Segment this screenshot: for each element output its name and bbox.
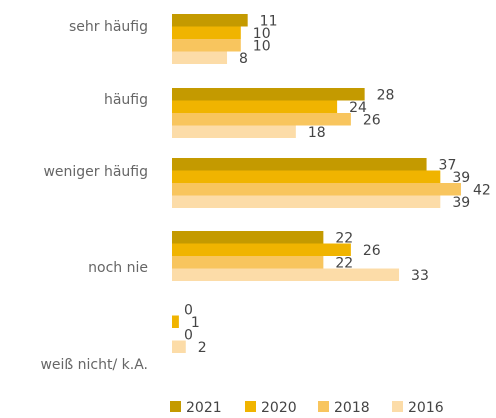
value-label: 24: [349, 100, 367, 116]
bar: [172, 51, 228, 64]
legend-swatch: [245, 401, 256, 412]
value-label: 26: [363, 112, 381, 128]
bar: [172, 195, 441, 208]
bar: [172, 340, 186, 353]
bar: [172, 100, 338, 113]
bar: [172, 243, 351, 256]
value-label: 1: [191, 315, 200, 331]
legend-label: 2021: [186, 400, 222, 416]
bar: [172, 125, 296, 138]
value-label: 2: [198, 340, 207, 356]
value-label: 39: [452, 195, 470, 211]
value-label: 26: [363, 243, 381, 259]
legend-label: 2018: [334, 400, 370, 416]
bar: [172, 158, 427, 171]
category-label: sehr häufig: [69, 19, 148, 35]
bar: [172, 14, 248, 27]
value-label: 0: [184, 302, 193, 318]
value-label: 18: [308, 125, 326, 141]
value-label: 10: [253, 26, 271, 42]
bar: [172, 268, 400, 281]
value-label: 39: [452, 170, 470, 186]
legend-label: 2016: [408, 400, 444, 416]
bar: [172, 170, 441, 183]
bar: [172, 26, 241, 39]
legend-swatch: [318, 401, 329, 412]
bar: [172, 183, 461, 196]
category-label: weiß nicht/ k.A.: [40, 357, 148, 373]
value-label: 0: [184, 327, 193, 343]
bar: [172, 88, 365, 101]
value-label: 8: [239, 51, 248, 67]
bar: [172, 256, 324, 269]
bar: [172, 113, 351, 126]
value-label: 37: [439, 157, 457, 173]
value-label: 28: [377, 87, 395, 103]
value-label: 11: [260, 13, 278, 29]
legend-swatch: [170, 401, 181, 412]
category-label: häufig: [104, 92, 148, 108]
legend-label: 2020: [261, 400, 297, 416]
legend-swatch: [392, 401, 403, 412]
bar: [172, 315, 179, 328]
value-label: 33: [411, 268, 429, 284]
value-label: 22: [335, 230, 353, 246]
value-label: 10: [253, 38, 271, 54]
value-label: 42: [473, 182, 491, 198]
category-label: weniger häufig: [43, 164, 148, 180]
category-label: noch nie: [88, 260, 148, 276]
bar: [172, 231, 324, 244]
bar: [172, 39, 241, 52]
value-label: 22: [335, 255, 353, 271]
